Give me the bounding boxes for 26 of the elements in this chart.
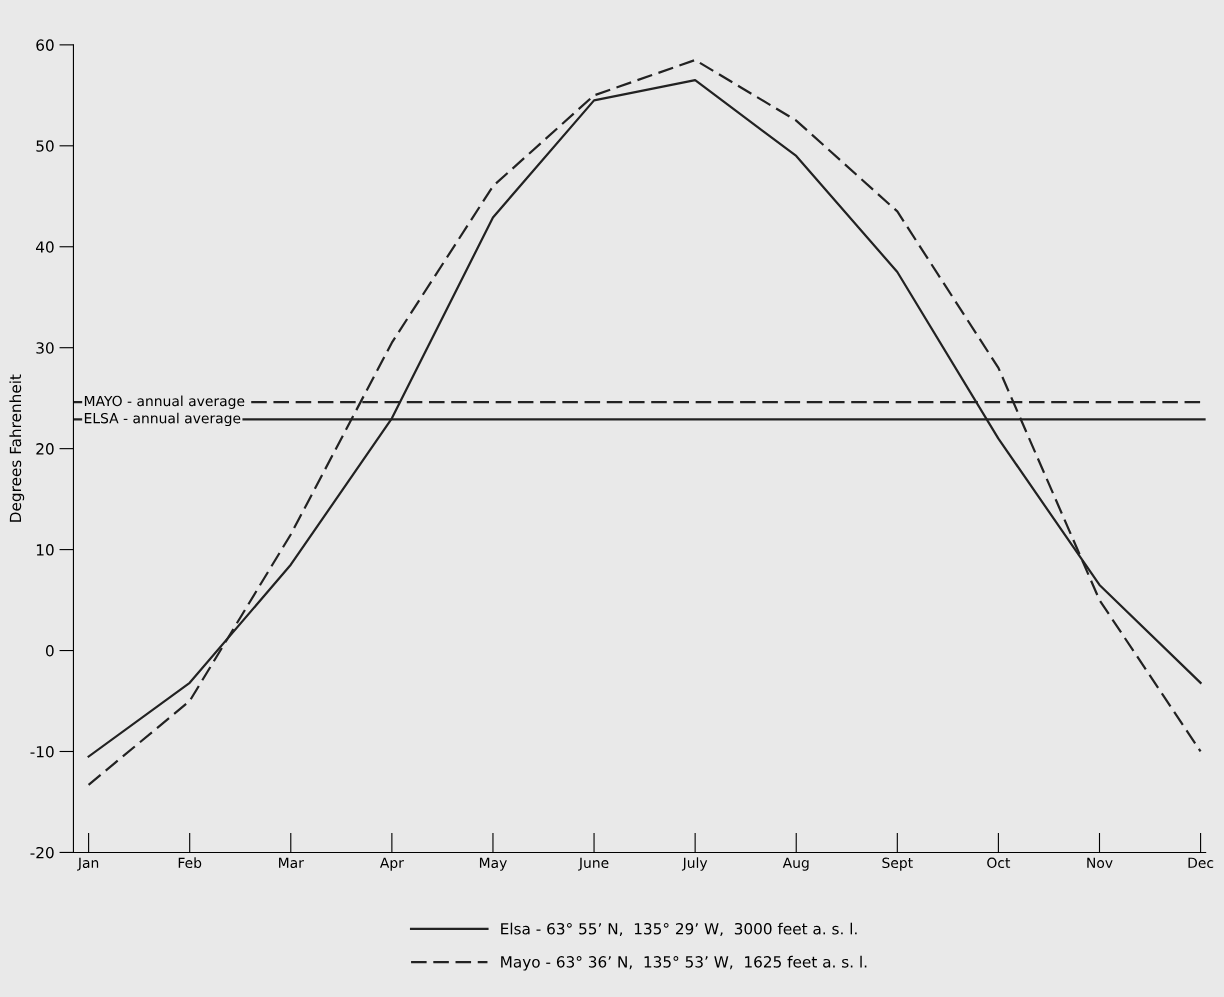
x-tick-label: Nov (1087, 857, 1113, 869)
y-tick-label: 20 (36, 443, 54, 455)
y-tick-label: 10 (36, 544, 54, 556)
x-tick-label: June (578, 857, 609, 871)
ref-line-label: MAYO - annual average (84, 395, 245, 409)
x-tick-label: Oct (987, 857, 1011, 869)
y-axis-title: Degrees Fahrenheit (9, 374, 25, 522)
x-tick-label: Mar (279, 857, 304, 869)
y-tick-label: 0 (45, 645, 54, 657)
x-tick-label: May (479, 857, 507, 871)
y-tick-label: -10 (30, 745, 54, 758)
y-tick-label: 50 (36, 140, 54, 152)
x-tick-label: Jan (77, 857, 99, 871)
y-tick-label: 60 (36, 39, 54, 51)
x-tick-label: Feb (178, 857, 202, 869)
x-tick-label: Aug (782, 857, 809, 871)
x-tick-label: Dec (1188, 857, 1214, 869)
legend-label: Mayo - 63° 36’ N, 135° 53’ W, 1625 feet a. s. l. (501, 955, 867, 971)
x-tick-label: Sept (882, 857, 913, 871)
y-tick-label: 40 (36, 241, 54, 253)
x-tick-label: Apr (379, 857, 404, 871)
x-tick-label: July (681, 857, 708, 871)
y-tick-label: 30 (36, 342, 54, 354)
y-tick-label: -20 (30, 846, 54, 859)
ref-line-label: ELSA - annual average (84, 412, 241, 427)
legend-label: Elsa - 63° 55’ N, 135° 29’ W, 3000 feet a. s. l. (501, 922, 857, 937)
